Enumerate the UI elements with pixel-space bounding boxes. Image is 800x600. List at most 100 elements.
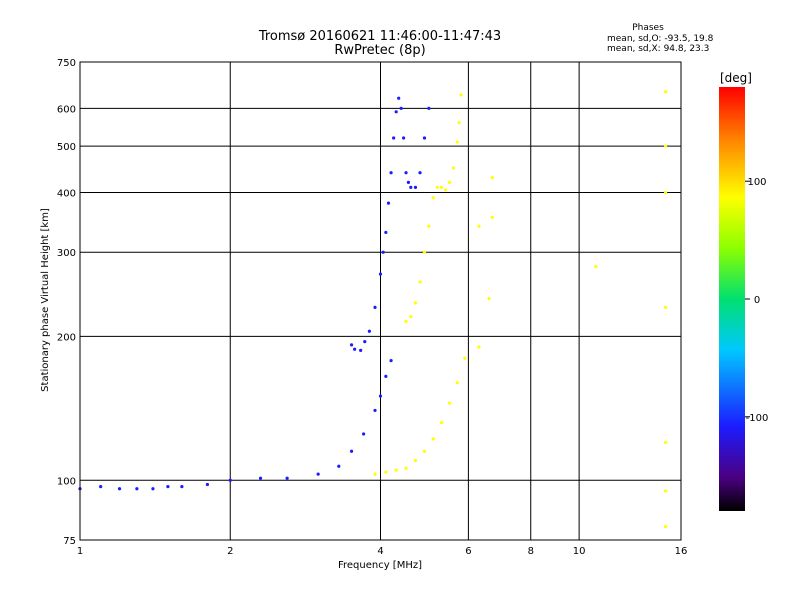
data-point-trace-2	[439, 185, 444, 189]
data-point-trace-2	[427, 224, 431, 228]
data-point-trace-3	[384, 470, 388, 474]
y-tick-label: 200	[57, 332, 76, 343]
data-point-trace-0	[362, 432, 366, 436]
data-point-trace-2	[435, 185, 439, 189]
data-point-trace-4	[477, 224, 481, 228]
data-point-trace-4	[490, 175, 494, 180]
data-point-trace-0	[258, 476, 263, 480]
y-axis-label: Stationary phase Virtual Height [km]	[40, 208, 51, 392]
data-point-trace-3	[413, 458, 418, 463]
data-point-trace-0	[389, 358, 393, 363]
data-point-trace-0	[180, 485, 184, 489]
data-point-trace-4	[490, 215, 494, 219]
data-point-trace-4	[663, 144, 668, 148]
data-point-trace-1	[392, 136, 396, 140]
y-axis-ticks: 750 600 500 400 300 200 100 75	[57, 58, 76, 547]
x-tick-label: 1	[77, 546, 83, 557]
x-tick-label: 10	[573, 546, 586, 557]
data-point-trace-4	[663, 90, 668, 94]
data-point-trace-0	[349, 449, 354, 453]
data-point-trace-2	[422, 250, 427, 254]
data-point-trace-0	[384, 374, 388, 378]
data-point-trace-1	[394, 110, 398, 114]
colorbar	[719, 87, 745, 511]
x-axis-label: Frequency [MHz]	[338, 560, 422, 571]
y-tick-label: 400	[57, 188, 76, 199]
plot-frame	[79, 61, 682, 541]
colorbar-tick-label: 100	[747, 177, 766, 188]
y-tick-label: 750	[57, 58, 76, 69]
phases-o-line: mean, sd,O: -93.5, 19.8	[607, 34, 714, 44]
data-point-trace-3	[404, 466, 408, 470]
colorbar-ticks: 100 0 -100	[745, 177, 768, 424]
data-point-trace-4	[663, 305, 668, 309]
data-point-trace-1	[389, 171, 393, 175]
data-point-trace-0	[373, 408, 377, 413]
data-point-trace-1	[381, 250, 385, 254]
data-point-trace-1	[353, 347, 357, 351]
data-point-trace-3	[439, 421, 444, 425]
data-point-trace-3	[422, 449, 427, 453]
data-point-trace-2	[447, 180, 452, 184]
data-point-trace-1	[422, 136, 427, 140]
data-point-trace-4	[663, 190, 668, 195]
data-point-trace-2	[457, 121, 461, 125]
data-point-trace-3	[373, 472, 377, 476]
data-point-trace-0	[316, 472, 320, 476]
data-point-trace-1	[378, 272, 383, 276]
data-point-trace-1	[402, 136, 406, 140]
data-point-trace-0	[99, 485, 103, 489]
data-point-trace-4	[663, 440, 668, 445]
colorbar-tick-label: -100	[746, 413, 769, 424]
data-point-trace-2	[443, 188, 448, 192]
data-point-trace-2	[451, 166, 456, 170]
chart-subtitle: RwPretec (8p)	[334, 43, 425, 58]
data-point-trace-3	[394, 468, 398, 472]
data-point-trace-2	[418, 280, 422, 284]
data-point-trace-1	[363, 340, 367, 344]
data-point-trace-2	[455, 140, 459, 144]
data-point-trace-4	[487, 296, 491, 301]
data-point-trace-4	[594, 264, 598, 269]
data-point-trace-0	[205, 482, 210, 487]
data-point-trace-4	[663, 489, 668, 493]
x-tick-label: 8	[528, 546, 534, 557]
y-tick-label: 500	[57, 142, 76, 153]
data-point-trace-1	[367, 329, 371, 333]
data-point-trace-1	[397, 96, 401, 100]
data-point-trace-1	[386, 201, 391, 205]
data-point-trace-1	[349, 343, 354, 347]
data-point-trace-1	[384, 230, 388, 235]
data-point-trace-1	[373, 305, 377, 309]
y-tick-label: 600	[57, 104, 76, 115]
y-tick-label: 100	[57, 476, 76, 487]
chart-title: Tromsø 20160621 11:46:00-11:47:43	[258, 29, 501, 44]
data-point-trace-1	[409, 185, 413, 189]
data-point-trace-4	[663, 525, 668, 529]
data-point-trace-2	[413, 301, 418, 305]
x-tick-label: 16	[675, 546, 688, 557]
data-point-trace-2	[459, 93, 463, 97]
data-point-trace-0	[117, 487, 122, 491]
data-point-trace-0	[378, 394, 383, 398]
data-point-trace-0	[166, 485, 170, 489]
data-point-trace-3	[431, 437, 435, 441]
data-point-trace-1	[406, 180, 411, 184]
y-tick-label: 75	[63, 536, 76, 547]
data-point-trace-0	[151, 487, 155, 491]
data-point-trace-1	[404, 171, 408, 175]
data-point-trace-4	[477, 345, 481, 349]
data-point-trace-3	[455, 381, 459, 385]
data-point-trace-0	[337, 464, 341, 468]
data-point-trace-0	[285, 476, 289, 480]
data-point-trace-0	[228, 478, 232, 482]
data-point-trace-1	[427, 106, 431, 110]
data-point-trace-3	[447, 401, 452, 405]
data-points	[78, 90, 668, 529]
data-point-trace-1	[399, 106, 403, 110]
data-point-trace-1	[359, 348, 363, 352]
colorbar-tick-label: 0	[754, 295, 760, 306]
data-point-trace-0	[135, 487, 139, 491]
data-point-trace-2	[404, 319, 408, 323]
